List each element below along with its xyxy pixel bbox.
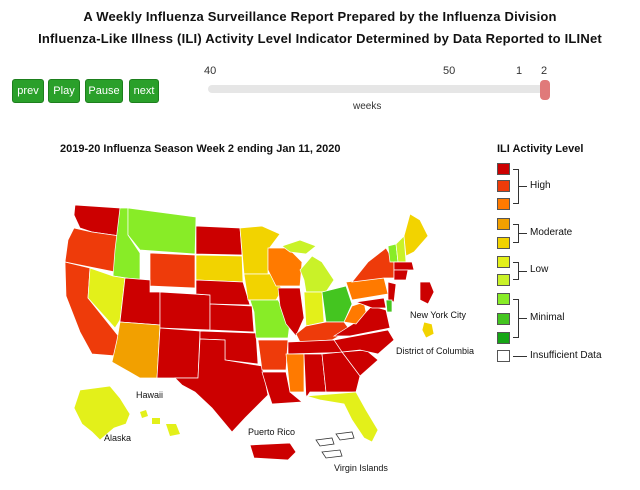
- label-hawaii: Hawaii: [136, 390, 164, 400]
- state-ct: [393, 269, 409, 281]
- state-nm: [156, 327, 201, 379]
- legend-swatch-3: [497, 293, 510, 305]
- state-wy: [149, 252, 196, 289]
- week-slider-thumb[interactable]: [540, 80, 550, 100]
- state-al: [303, 353, 327, 400]
- legend-label-high: High: [530, 180, 551, 191]
- state-hi-2: [152, 418, 160, 424]
- slider-tick-1: 1: [516, 65, 523, 77]
- label-district-of-columbia: District of Columbia: [396, 346, 475, 356]
- season-week-title: 2019-20 Influenza Season Week 2 ending J…: [60, 143, 341, 155]
- legend-insufficient-dash: [513, 356, 527, 357]
- state-ma: [393, 261, 415, 271]
- state-sc: [341, 349, 379, 377]
- legend-swatch-4: [497, 274, 510, 286]
- legend-bracket-high: [513, 169, 519, 204]
- state-ny: [351, 247, 395, 283]
- legend-swatch-2: [497, 313, 510, 325]
- legend-bracket-minimal-dash: [519, 318, 527, 319]
- state-md: [355, 297, 387, 309]
- slider-tick-50: 50: [443, 65, 456, 77]
- legend-swatch-8: [497, 198, 510, 210]
- prev-button[interactable]: prev: [12, 79, 44, 103]
- state-nj: [387, 281, 397, 303]
- state-tx: [174, 338, 269, 433]
- state-mi: [299, 255, 335, 293]
- slider-tick-2: 2: [541, 65, 548, 77]
- state-in: [303, 291, 325, 327]
- legend-swatch-6: [497, 237, 510, 249]
- dc-shape: [421, 321, 435, 339]
- legend-swatch-1: [497, 332, 510, 344]
- legend-bracket-moderate: [513, 224, 519, 243]
- state-co: [159, 291, 211, 331]
- state-nc: [333, 329, 395, 355]
- next-button[interactable]: next: [129, 79, 159, 103]
- label-virgin-islands: Virgin Islands: [334, 463, 388, 473]
- state-ak: [73, 385, 131, 441]
- state-de: [385, 299, 393, 313]
- legend-bracket-high-dash: [519, 186, 527, 187]
- state-hi-3: [166, 424, 180, 436]
- label-new-york-city: New York City: [410, 310, 467, 320]
- state-fl: [305, 391, 379, 443]
- state-mt: [127, 207, 197, 255]
- state-mo: [249, 299, 291, 339]
- slider-tick-40: 40: [204, 65, 217, 77]
- state-la: [261, 371, 303, 405]
- legend-label-insufficient: Insufficient Data: [530, 350, 602, 361]
- state-ga: [321, 351, 361, 393]
- legend-swatch-insufficient: [497, 350, 510, 362]
- legend-label-moderate: Moderate: [530, 227, 573, 238]
- legend-label-minimal: Minimal: [530, 312, 565, 323]
- pause-button[interactable]: Pause: [85, 79, 123, 103]
- nyc-shape: [419, 281, 435, 305]
- state-ks: [209, 303, 255, 333]
- play-button[interactable]: Play: [48, 79, 80, 103]
- label-puerto-rico: Puerto Rico: [248, 427, 296, 437]
- legend-title: ILI Activity Level: [497, 143, 584, 155]
- legend-bracket-minimal: [513, 299, 519, 338]
- legend-swatch-7: [497, 218, 510, 230]
- legend-bracket-low: [513, 262, 519, 280]
- legend-swatch-10: [497, 163, 510, 175]
- legend-swatch-5: [497, 256, 510, 268]
- state-ar: [257, 339, 289, 371]
- state-mi-upper: [281, 239, 317, 255]
- legend-bracket-low-dash: [519, 271, 527, 272]
- state-il: [277, 287, 305, 337]
- virgin-islands-shape-3: [321, 449, 343, 459]
- week-slider-track[interactable]: [208, 85, 546, 93]
- state-oh: [321, 285, 353, 323]
- legend-label-low: Low: [530, 264, 549, 275]
- label-alaska: Alaska: [104, 433, 132, 443]
- legend-bracket-moderate-dash: [519, 233, 527, 234]
- report-subtitle: Influenza-Like Illness (ILI) Activity Le…: [38, 31, 602, 46]
- puerto-rico-shape: [249, 442, 297, 461]
- virgin-islands-shape-1: [315, 437, 335, 447]
- slider-axis-label: weeks: [353, 101, 382, 112]
- report-title: A Weekly Influenza Surveillance Report P…: [83, 9, 557, 24]
- legend-swatch-9: [497, 180, 510, 192]
- state-sd: [195, 254, 244, 283]
- state-wi: [267, 247, 303, 287]
- virgin-islands-shape-2: [335, 431, 355, 441]
- state-ms: [285, 353, 305, 393]
- us-ili-map: [64, 204, 435, 461]
- state-nd: [195, 225, 243, 256]
- state-az: [111, 321, 161, 379]
- state-hi-1: [140, 410, 148, 418]
- state-me: [403, 213, 429, 257]
- state-wv: [343, 301, 367, 325]
